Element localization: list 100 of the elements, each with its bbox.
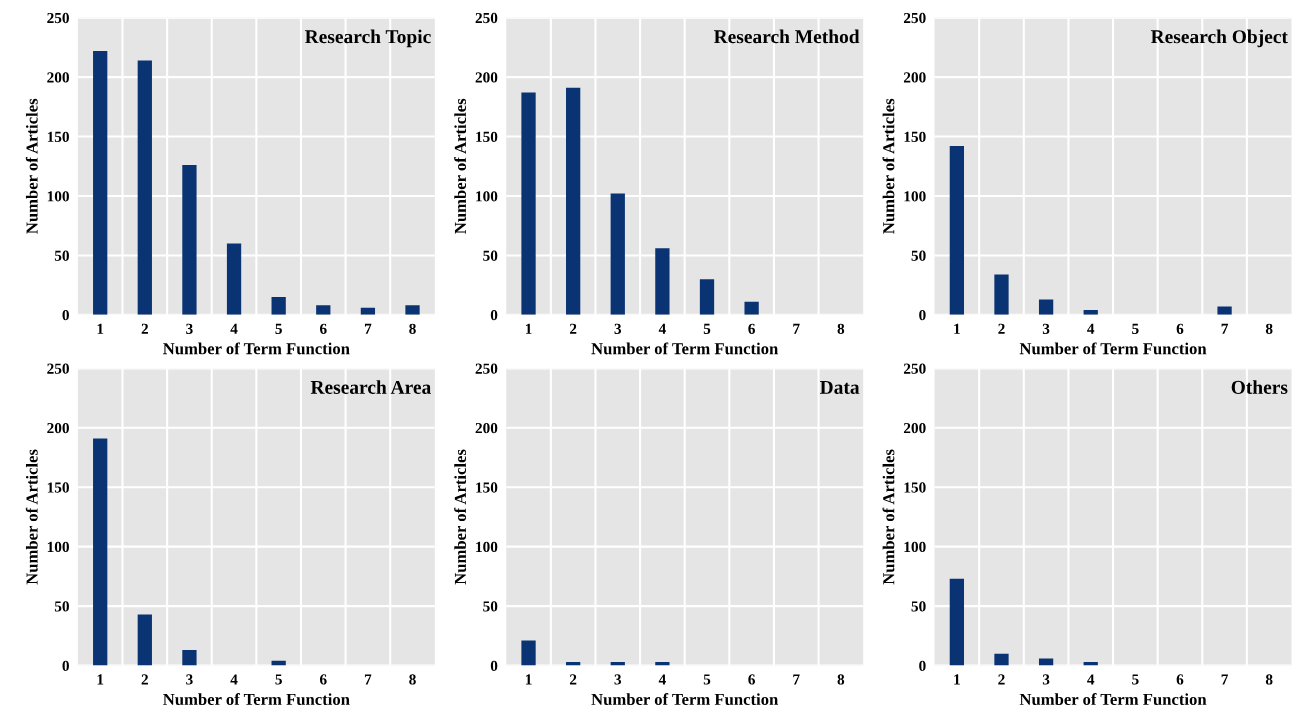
y-axis-title: Number of Articles (25, 449, 38, 585)
y-axis-title: Number of Articles (25, 98, 38, 234)
x-tick-label: 2 (569, 323, 577, 334)
x-tick-label: 3 (1042, 674, 1050, 685)
y-tick-label: 250 (475, 12, 498, 24)
x-tick-label: 7 (1221, 674, 1229, 685)
y-tick-label: 0 (490, 660, 498, 671)
bar (655, 248, 670, 315)
x-tick-label: 8 (837, 323, 845, 334)
y-tick-label: 250 (47, 12, 69, 24)
x-axis-title: Number of Term Function (163, 693, 350, 706)
y-tick-label: 50 (54, 250, 69, 261)
x-tick-label: 8 (837, 674, 845, 685)
x-tick-label: 3 (614, 674, 622, 685)
y-tick-label: 100 (476, 541, 498, 553)
bar (610, 193, 625, 315)
x-tick-label: 5 (1132, 674, 1139, 685)
bar (949, 146, 965, 315)
y-tick-label: 50 (911, 601, 926, 612)
bar (271, 297, 286, 315)
bar (93, 438, 108, 666)
bar (949, 578, 965, 666)
chart-title: Data (819, 381, 860, 394)
y-axis-title: Number of Articles (882, 98, 895, 234)
x-tick-label: 3 (1042, 323, 1050, 334)
y-tick-label: 100 (47, 541, 69, 553)
bar (744, 301, 759, 315)
y-tick-label: 200 (903, 72, 926, 83)
y-tick-label: 0 (490, 310, 498, 321)
x-tick-label: 6 (748, 674, 755, 685)
x-tick-label: 5 (275, 323, 282, 334)
x-tick-label: 7 (793, 674, 800, 685)
x-tick-label: 8 (409, 674, 416, 685)
y-tick-label: 250 (903, 363, 926, 374)
bar (699, 279, 715, 315)
x-axis-title: Number of Term Function (591, 693, 779, 706)
y-axis-title: Number of Articles (454, 98, 467, 234)
x-tick-label: 1 (954, 323, 960, 334)
x-tick-label: 8 (409, 323, 416, 334)
x-axis-title: Number of Term Function (1019, 342, 1207, 355)
x-tick-label: 4 (230, 323, 238, 334)
x-tick-label: 1 (97, 674, 104, 685)
x-tick-label: 2 (141, 674, 148, 685)
text: Research Object (1150, 29, 1288, 48)
y-tick-label: 100 (47, 191, 69, 202)
x-tick-label: 5 (703, 674, 711, 685)
x-tick-label: 8 (1265, 674, 1273, 685)
chart-title: Research Method (713, 29, 860, 44)
x-axis-title: Number of Term Function (1019, 693, 1207, 706)
x-tick-label: 7 (793, 323, 800, 334)
x-tick-label: 5 (1132, 323, 1139, 334)
x-tick-label: 6 (319, 323, 327, 334)
y-tick-label: 150 (47, 482, 69, 493)
x-tick-label: 7 (364, 674, 372, 685)
x-tick-label: 2 (141, 323, 148, 334)
bar (226, 243, 242, 315)
x-tick-label: 2 (998, 674, 1005, 685)
x-tick-label: 4 (1087, 323, 1095, 334)
x-tick-label: 6 (319, 674, 327, 685)
x-axis-title: Number of Term Function (591, 342, 779, 355)
y-tick-label: 100 (904, 191, 926, 202)
x-tick-label: 7 (1221, 323, 1229, 334)
x-tick-label: 3 (186, 674, 193, 685)
text: Research Topic (304, 29, 431, 48)
y-tick-label: 250 (475, 363, 498, 374)
x-tick-label: 6 (748, 323, 755, 334)
y-axis-title: Number of Articles (882, 449, 895, 585)
bar (1038, 658, 1054, 666)
bar (994, 274, 1009, 315)
bar (521, 92, 536, 315)
bar (182, 165, 197, 315)
y-tick-label: 0 (919, 310, 926, 321)
bar (182, 650, 197, 666)
x-axis-title: Number of Term Function (163, 342, 350, 355)
y-tick-label: 150 (476, 482, 498, 493)
x-tick-label: 1 (954, 674, 960, 685)
y-tick-label: 50 (483, 250, 498, 261)
chart-title: Research Area (310, 380, 431, 394)
bar (316, 305, 331, 315)
bar (994, 653, 1009, 666)
x-tick-label: 2 (998, 323, 1005, 334)
x-tick-label: 4 (658, 323, 666, 334)
y-tick-label: 200 (475, 72, 498, 83)
x-tick-label: 4 (658, 674, 666, 685)
y-tick-label: 0 (62, 310, 69, 321)
x-tick-label: 2 (569, 674, 577, 685)
bar (405, 305, 420, 315)
x-tick-label: 6 (1176, 674, 1184, 685)
y-tick-label: 150 (476, 131, 498, 143)
x-tick-label: 8 (1265, 323, 1273, 334)
y-tick-label: 50 (911, 250, 926, 261)
x-tick-label: 4 (1087, 674, 1095, 685)
x-tick-label: 6 (1176, 323, 1184, 334)
chart-title: Others (1231, 380, 1288, 394)
x-tick-label: 1 (525, 674, 532, 685)
bar (137, 614, 152, 666)
y-tick-label: 150 (904, 482, 926, 493)
x-tick-label: 3 (186, 323, 193, 334)
y-tick-label: 150 (47, 131, 69, 143)
x-tick-label: 5 (703, 323, 711, 334)
